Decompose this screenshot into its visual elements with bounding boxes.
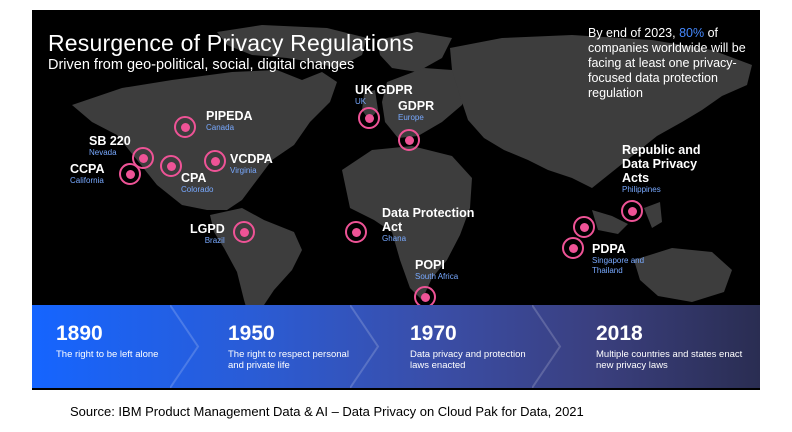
era-year: 1970 [410, 322, 457, 345]
label-uk-gdpr: UK GDPR UK [355, 83, 413, 107]
regulation-name: POPI [415, 258, 445, 272]
marker-ccpa [119, 163, 141, 185]
regulation-name: VCDPA [230, 152, 273, 166]
label-gdpr: GDPR Europe [398, 99, 434, 123]
infographic-subtitle: Driven from geo-political, social, digit… [48, 57, 355, 73]
regulation-region: Ghana [382, 234, 407, 243]
marker-pdpa-singapore [562, 237, 584, 259]
label-lgpd: LGPD Brazil [190, 222, 225, 246]
label-ccpa: CCPA California [70, 162, 105, 186]
regulation-region: Brazil [204, 236, 225, 245]
label-pdpa: PDPA Singapore and Thailand [592, 242, 652, 276]
era-year: 2018 [596, 322, 643, 345]
regulation-region: Europe [398, 113, 424, 122]
label-vcdpa: VCDPA Virginia [230, 152, 273, 176]
regulation-name: PDPA [592, 242, 626, 256]
regulation-region: Colorado [181, 185, 214, 194]
timeline-band: 1890 The right to be left alone 1950 The… [32, 305, 760, 388]
regulation-name: UK GDPR [355, 83, 413, 97]
regulation-region: Canada [206, 123, 235, 132]
era-description: The right to respect personal and privat… [228, 349, 349, 371]
infographic-panel: Resurgence of Privacy Regulations Driven… [32, 10, 760, 390]
regulation-region: Virginia [230, 166, 257, 175]
label-ghana: Data Protection Act Ghana [382, 206, 482, 244]
marker-philippines [621, 200, 643, 222]
marker-pdpa-thailand [573, 216, 595, 238]
era-year: 1890 [56, 322, 103, 345]
stat-text-after: of companies worldwide will be facing at… [588, 26, 746, 100]
chevron-divider-1 [170, 305, 200, 388]
regulation-name: Data Protection Act [382, 206, 475, 234]
regulation-name: CCPA [70, 162, 105, 176]
marker-vcdpa [204, 150, 226, 172]
label-popi: POPI South Africa [415, 258, 458, 282]
regulation-name: CPA [181, 171, 207, 185]
stat-highlight: 80% [679, 26, 705, 40]
label-pipeda: PIPEDA Canada [206, 109, 253, 133]
regulation-region: Philippines [622, 185, 661, 194]
chevron-divider-2 [350, 305, 380, 388]
era-description: The right to be left alone [56, 349, 159, 360]
regulation-region: UK [355, 97, 367, 106]
regulation-name: Republic and Data Privacy Acts [622, 143, 701, 185]
era-year: 1950 [228, 322, 275, 345]
regulation-name: PIPEDA [206, 109, 253, 123]
marker-gdpr [398, 129, 420, 151]
label-philippines: Republic and Data Privacy Acts Philippin… [622, 143, 712, 195]
chevron-divider-3 [532, 305, 562, 388]
era-description: Multiple countries and states enact new … [596, 349, 743, 371]
timeline-era-1890: 1890 The right to be left alone [56, 322, 186, 361]
era-description: Data privacy and protection laws enacted [410, 349, 526, 371]
statistic-callout: By end of 2023, 80% of companies worldwi… [588, 26, 756, 101]
timeline-era-2018: 2018 Multiple countries and states enact… [596, 322, 746, 372]
marker-uk-gdpr [358, 107, 380, 129]
regulation-name: GDPR [398, 99, 435, 113]
label-sb220: SB 220 Nevada [89, 134, 131, 158]
stat-text-before: By end of 2023, [588, 26, 676, 40]
marker-sb220 [132, 147, 154, 169]
marker-pipeda [174, 116, 196, 138]
label-cpa: CPA Colorado [181, 171, 213, 195]
regulation-name: LGPD [190, 222, 225, 236]
timeline-era-1970: 1970 Data privacy and protection laws en… [410, 322, 530, 372]
marker-lgpd [233, 221, 255, 243]
regulation-region: Singapore and Thailand [592, 256, 645, 275]
infographic-title: Resurgence of Privacy Regulations [48, 30, 414, 56]
marker-cpa [160, 155, 182, 177]
regulation-region: Nevada [89, 148, 117, 157]
regulation-region: South Africa [415, 272, 459, 281]
source-caption: Source: IBM Product Management Data & AI… [70, 404, 584, 419]
timeline-era-1950: 1950 The right to respect personal and p… [228, 322, 358, 372]
regulation-name: SB 220 [89, 134, 131, 148]
regulation-region: California [70, 176, 104, 185]
marker-ghana [345, 221, 367, 243]
